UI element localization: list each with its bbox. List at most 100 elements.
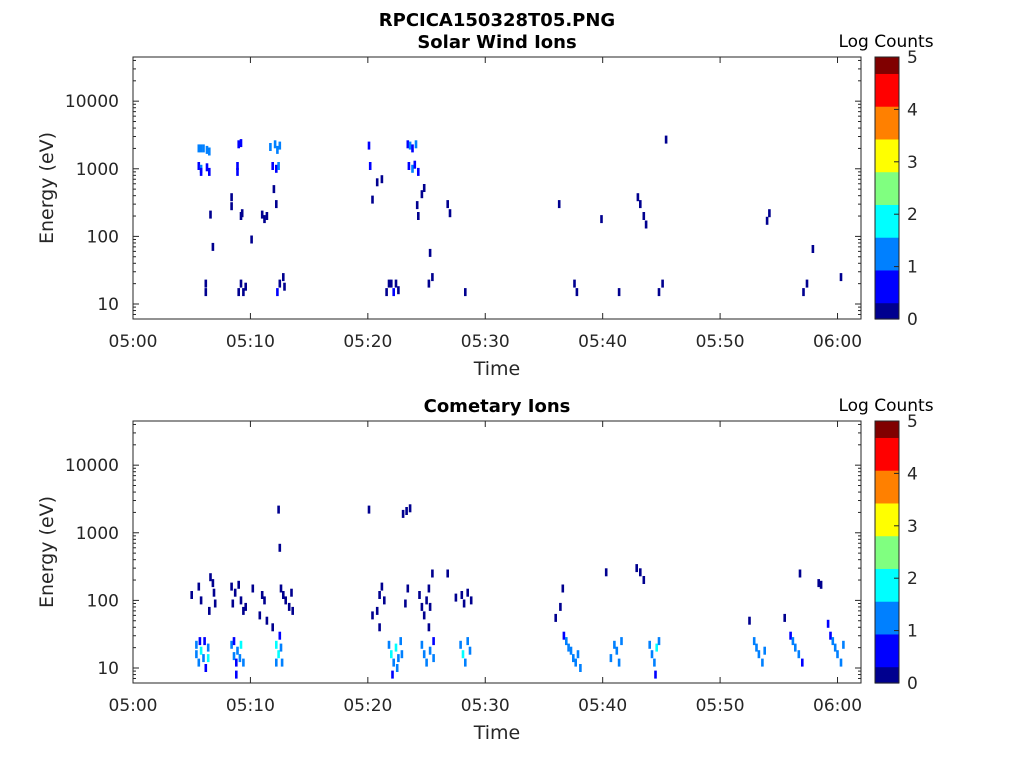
cometary-plot-frame — [132, 420, 862, 684]
cometary-cell — [579, 664, 582, 672]
cometary-cell — [284, 596, 287, 605]
solar-wind-cell — [428, 248, 432, 257]
solar-wind-cell — [275, 164, 278, 173]
solar-wind-y-label: Energy (eV) — [36, 132, 58, 244]
solar-wind-cell — [431, 273, 434, 282]
cometary-colorbar-segment — [875, 433, 899, 438]
solar-wind-colorbar-segment — [875, 192, 899, 197]
cometary-colorbar-segment — [875, 617, 899, 623]
solar-wind-cell — [657, 288, 661, 297]
cometary-colorbar-segment — [875, 666, 899, 672]
cometary-y-tick-label: 10000 — [65, 456, 119, 476]
solar-wind-y-tick-label: 10000 — [65, 92, 119, 112]
cometary-colorbar-segment — [875, 490, 899, 496]
cometary-colorbar-segment — [875, 629, 899, 635]
solar-wind-cell — [199, 144, 203, 153]
solar-wind-cell — [636, 193, 640, 202]
solar-wind-colorbar-segment — [875, 147, 899, 152]
cometary-cell — [287, 602, 291, 611]
cometary-cell — [265, 616, 269, 625]
solar-wind-colorbar-segment — [875, 77, 899, 83]
cometary-cell — [428, 602, 432, 611]
solar-wind-colorbar-frame — [874, 56, 900, 320]
solar-wind-y-tick-label: 10 — [97, 295, 119, 315]
solar-wind-cell — [237, 140, 240, 149]
solar-wind-colorbar-segment — [875, 167, 899, 173]
cometary-cell — [213, 599, 217, 608]
cometary-cell — [233, 588, 237, 597]
solar-wind-x-tick-label: 05:20 — [343, 332, 392, 352]
cometary-cell — [232, 652, 236, 661]
cometary-cell — [280, 658, 284, 667]
solar-wind-cell — [422, 184, 426, 192]
cometary-cell — [801, 658, 804, 667]
solar-wind-cell — [202, 144, 205, 153]
solar-wind-x-tick-label: 05:50 — [696, 332, 745, 352]
cometary-colorbar-segment — [875, 568, 899, 574]
solar-wind-colorbar-segment — [875, 286, 899, 291]
solar-wind-cell — [420, 190, 424, 199]
cometary-cell — [378, 623, 381, 632]
solar-wind-colorbar: 0 1 2 3 4 5 — [874, 48, 918, 330]
cometary-cell — [446, 569, 449, 578]
solar-wind-cell — [236, 162, 239, 170]
solar-wind-colorbar-tick-label: 2 — [907, 205, 918, 225]
cometary-cell — [831, 637, 835, 646]
solar-wind-cell — [573, 279, 576, 288]
cometary-colorbar-tick-label: 4 — [907, 464, 918, 484]
cometary-cell — [650, 650, 654, 659]
solar-wind-y-tick-label: 1000 — [76, 160, 119, 180]
cometary-cell — [454, 593, 458, 602]
cometary-colorbar-segment — [875, 597, 899, 602]
cometary-cell — [279, 584, 283, 593]
cometary-x-label: Time — [473, 722, 521, 744]
cometary-colorbar-segment — [875, 470, 899, 475]
solar-wind-colorbar-segment — [875, 155, 899, 160]
cometary-cell — [748, 616, 751, 625]
solar-wind-colorbar-segment — [875, 212, 899, 218]
solar-wind-cell — [209, 210, 212, 219]
cometary-cell — [554, 613, 557, 622]
cometary-y-label: Energy (eV) — [36, 496, 58, 608]
solar-wind-colorbar-segment — [875, 220, 899, 226]
cometary-cell — [380, 582, 384, 591]
cometary-colorbar-segment — [875, 466, 899, 471]
solar-wind-cell — [273, 140, 277, 149]
solar-wind-colorbar-segment — [875, 237, 899, 242]
cometary-cell — [620, 637, 623, 646]
cometary-cell — [405, 507, 408, 515]
solar-wind-colorbar-segment — [875, 208, 899, 214]
solar-wind-colorbar-segment — [875, 245, 899, 250]
cometary-cell — [425, 596, 428, 605]
cometary-colorbar-segment — [875, 535, 899, 541]
cometary-cell — [232, 637, 236, 646]
cometary-cell — [400, 650, 404, 659]
cometary-colorbar-tick-label: 1 — [907, 622, 918, 642]
solar-wind-cell — [664, 135, 668, 144]
solar-wind-cell — [600, 215, 603, 224]
cometary-colorbar-segment — [875, 474, 899, 479]
cometary-cell — [604, 568, 608, 577]
solar-wind-cell — [661, 279, 664, 288]
cometary-colorbar-segment — [875, 527, 899, 533]
cometary-cell — [278, 631, 282, 640]
cometary-colorbar-segment — [875, 441, 899, 447]
solar-wind-colorbar-segment — [875, 265, 899, 271]
cometary-cell — [401, 509, 405, 518]
cometary-cell — [567, 643, 570, 652]
solar-wind-colorbar-segment — [875, 163, 899, 169]
solar-wind-colorbar-segment — [875, 224, 899, 230]
solar-wind-cell — [265, 212, 269, 220]
solar-wind-cell — [464, 288, 467, 297]
cometary-cell — [757, 650, 761, 659]
cometary-cell — [231, 599, 235, 608]
cometary-cell — [432, 654, 435, 663]
cometary-cell — [195, 650, 198, 659]
cometary-colorbar-tick-label: 3 — [907, 517, 918, 537]
solar-wind-cell — [397, 286, 400, 295]
cometary-cell — [839, 658, 843, 667]
solar-wind-cell — [368, 162, 372, 170]
solar-wind-colorbar-segment — [875, 204, 899, 210]
solar-wind-colorbar-tick-label: 1 — [907, 258, 918, 278]
cometary-colorbar-segment — [875, 478, 899, 483]
